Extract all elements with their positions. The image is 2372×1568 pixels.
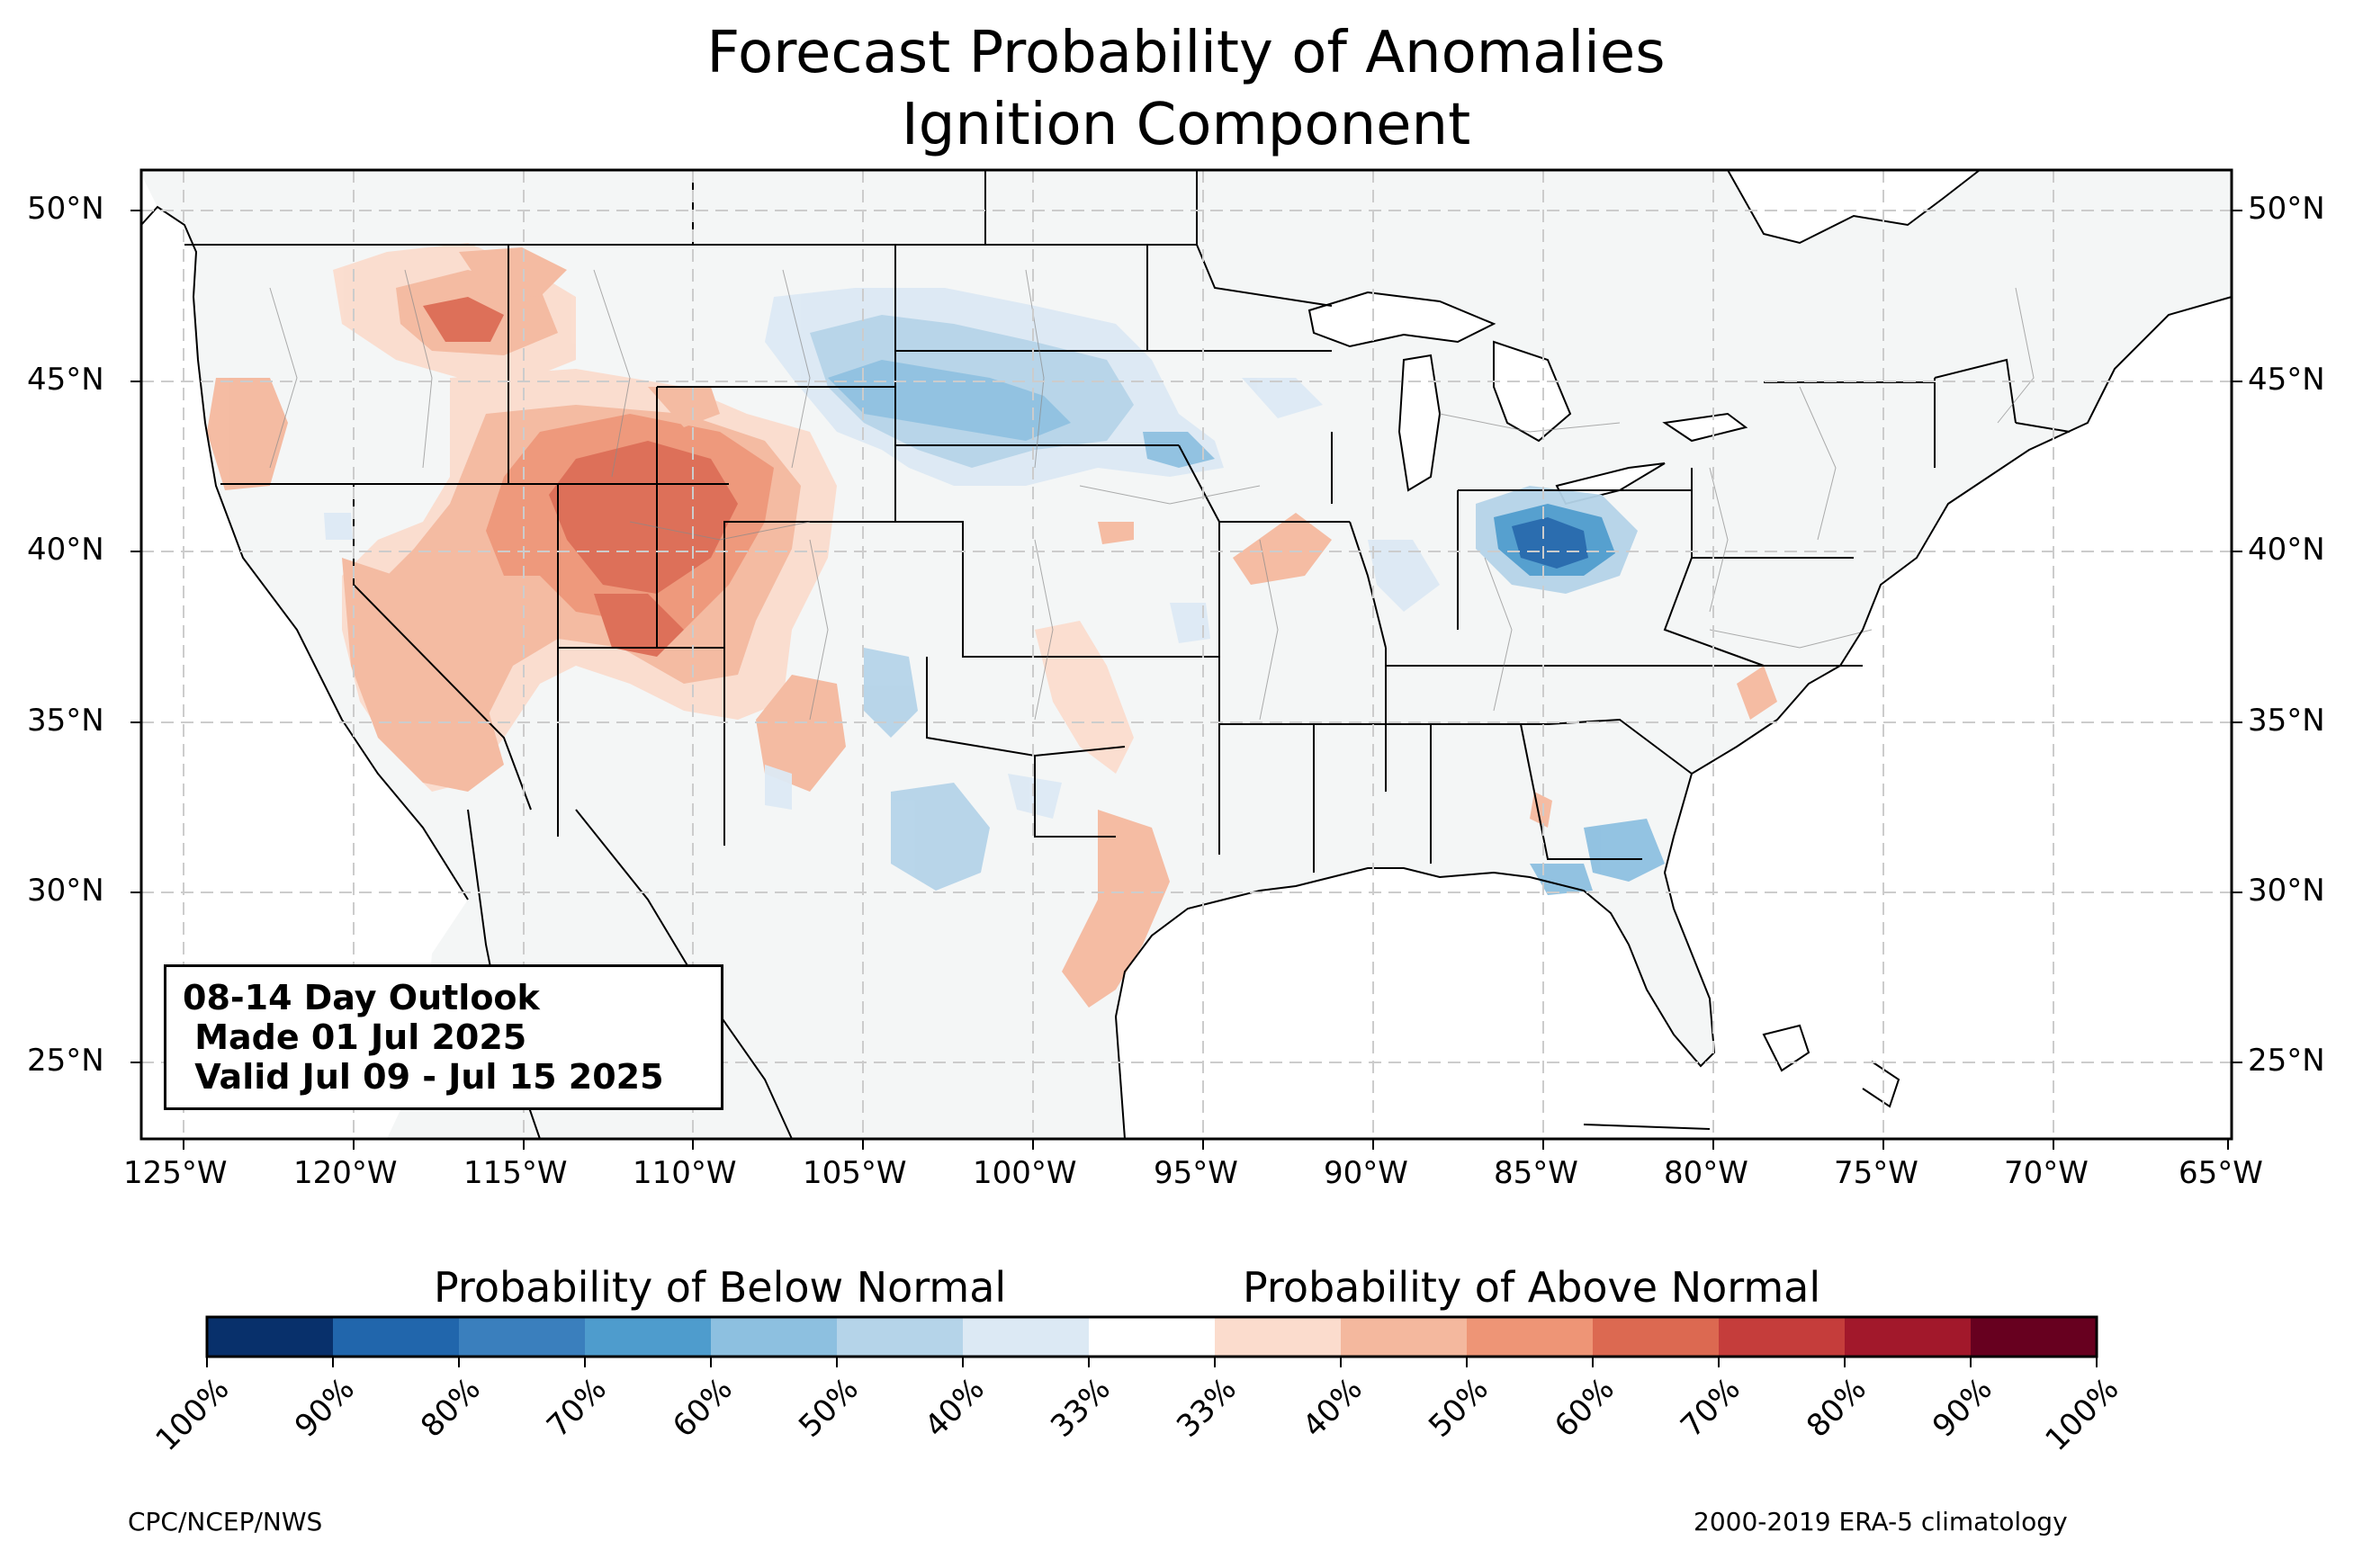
- lat-label-50n-left: 50°N: [27, 191, 104, 227]
- lat-label-40n-left: 40°N: [27, 532, 104, 568]
- lake-michigan: [1397, 354, 1442, 492]
- lat-label-35n-right: 35°N: [2248, 703, 2325, 739]
- county-lines: [269, 269, 2035, 721]
- grid-lines: [141, 170, 2232, 1139]
- lat-label-35n-left: 35°N: [27, 703, 104, 739]
- gulf-of-mexico: [1116, 868, 1714, 1139]
- colorbar-above-label: Probability of Above Normal: [1243, 1263, 1821, 1312]
- title-line-1: Forecast Probability of Anomalies: [706, 20, 1666, 86]
- lat-label-30n-left: 30°N: [27, 873, 104, 909]
- lon-label-85w: 85°W: [1494, 1155, 1578, 1191]
- footer-source: CPC/NCEP/NWS: [128, 1507, 323, 1537]
- lake-superior: [1307, 291, 1496, 348]
- lake-huron: [1493, 340, 1572, 443]
- below-normal-shading: [324, 288, 1665, 895]
- lat-label-45n-right: 45°N: [2248, 362, 2325, 398]
- outlook-info-box: 08-14 Day Outlook Made 01 Jul 2025 Valid…: [164, 964, 723, 1110]
- lat-label-50n-right: 50°N: [2248, 191, 2325, 227]
- lake-ontario: [1662, 412, 1748, 443]
- lat-label-40n-right: 40°N: [2248, 532, 2325, 568]
- florida-land: [1584, 886, 1714, 1066]
- lon-label-70w: 70°W: [2004, 1155, 2089, 1191]
- pacific-ocean: [141, 170, 468, 1139]
- colorbar-below-label: Probability of Below Normal: [434, 1263, 1007, 1312]
- title-line-2: Ignition Component: [901, 92, 1471, 158]
- above-normal-shading: [207, 243, 1777, 1008]
- lat-label-30n-right: 30°N: [2248, 873, 2325, 909]
- northern-water: [1726, 169, 1982, 245]
- lat-label-45n-left: 45°N: [27, 362, 104, 398]
- lon-label-95w: 95°W: [1154, 1155, 1238, 1191]
- tick-marks: [130, 210, 2242, 1150]
- lon-label-65w: 65°W: [2179, 1155, 2263, 1191]
- state-borders: [184, 170, 2071, 873]
- outlook-valid-range: Valid Jul 09 - Jul 15 2025: [183, 1057, 664, 1097]
- footer-climatology: 2000-2019 ERA-5 climatology: [1694, 1507, 2068, 1537]
- lon-label-115w: 115°W: [463, 1155, 568, 1191]
- lon-label-100w: 100°W: [973, 1155, 1077, 1191]
- lon-label-105w: 105°W: [803, 1155, 907, 1191]
- outlook-made-date: Made 01 Jul 2025: [183, 1017, 527, 1057]
- lon-label-90w: 90°W: [1324, 1155, 1408, 1191]
- lat-label-25n-left: 25°N: [27, 1043, 104, 1079]
- lon-label-125w: 125°W: [123, 1155, 228, 1191]
- atlantic-ocean: [1665, 297, 2232, 1139]
- lat-label-25n-right: 25°N: [2248, 1043, 2325, 1079]
- lon-label-110w: 110°W: [633, 1155, 737, 1191]
- map-frame: [139, 168, 2233, 1141]
- outlook-period: 08-14 Day Outlook: [183, 978, 540, 1017]
- lon-label-120w: 120°W: [293, 1155, 398, 1191]
- lon-label-80w: 80°W: [1664, 1155, 1748, 1191]
- lon-label-75w: 75°W: [1834, 1155, 1918, 1191]
